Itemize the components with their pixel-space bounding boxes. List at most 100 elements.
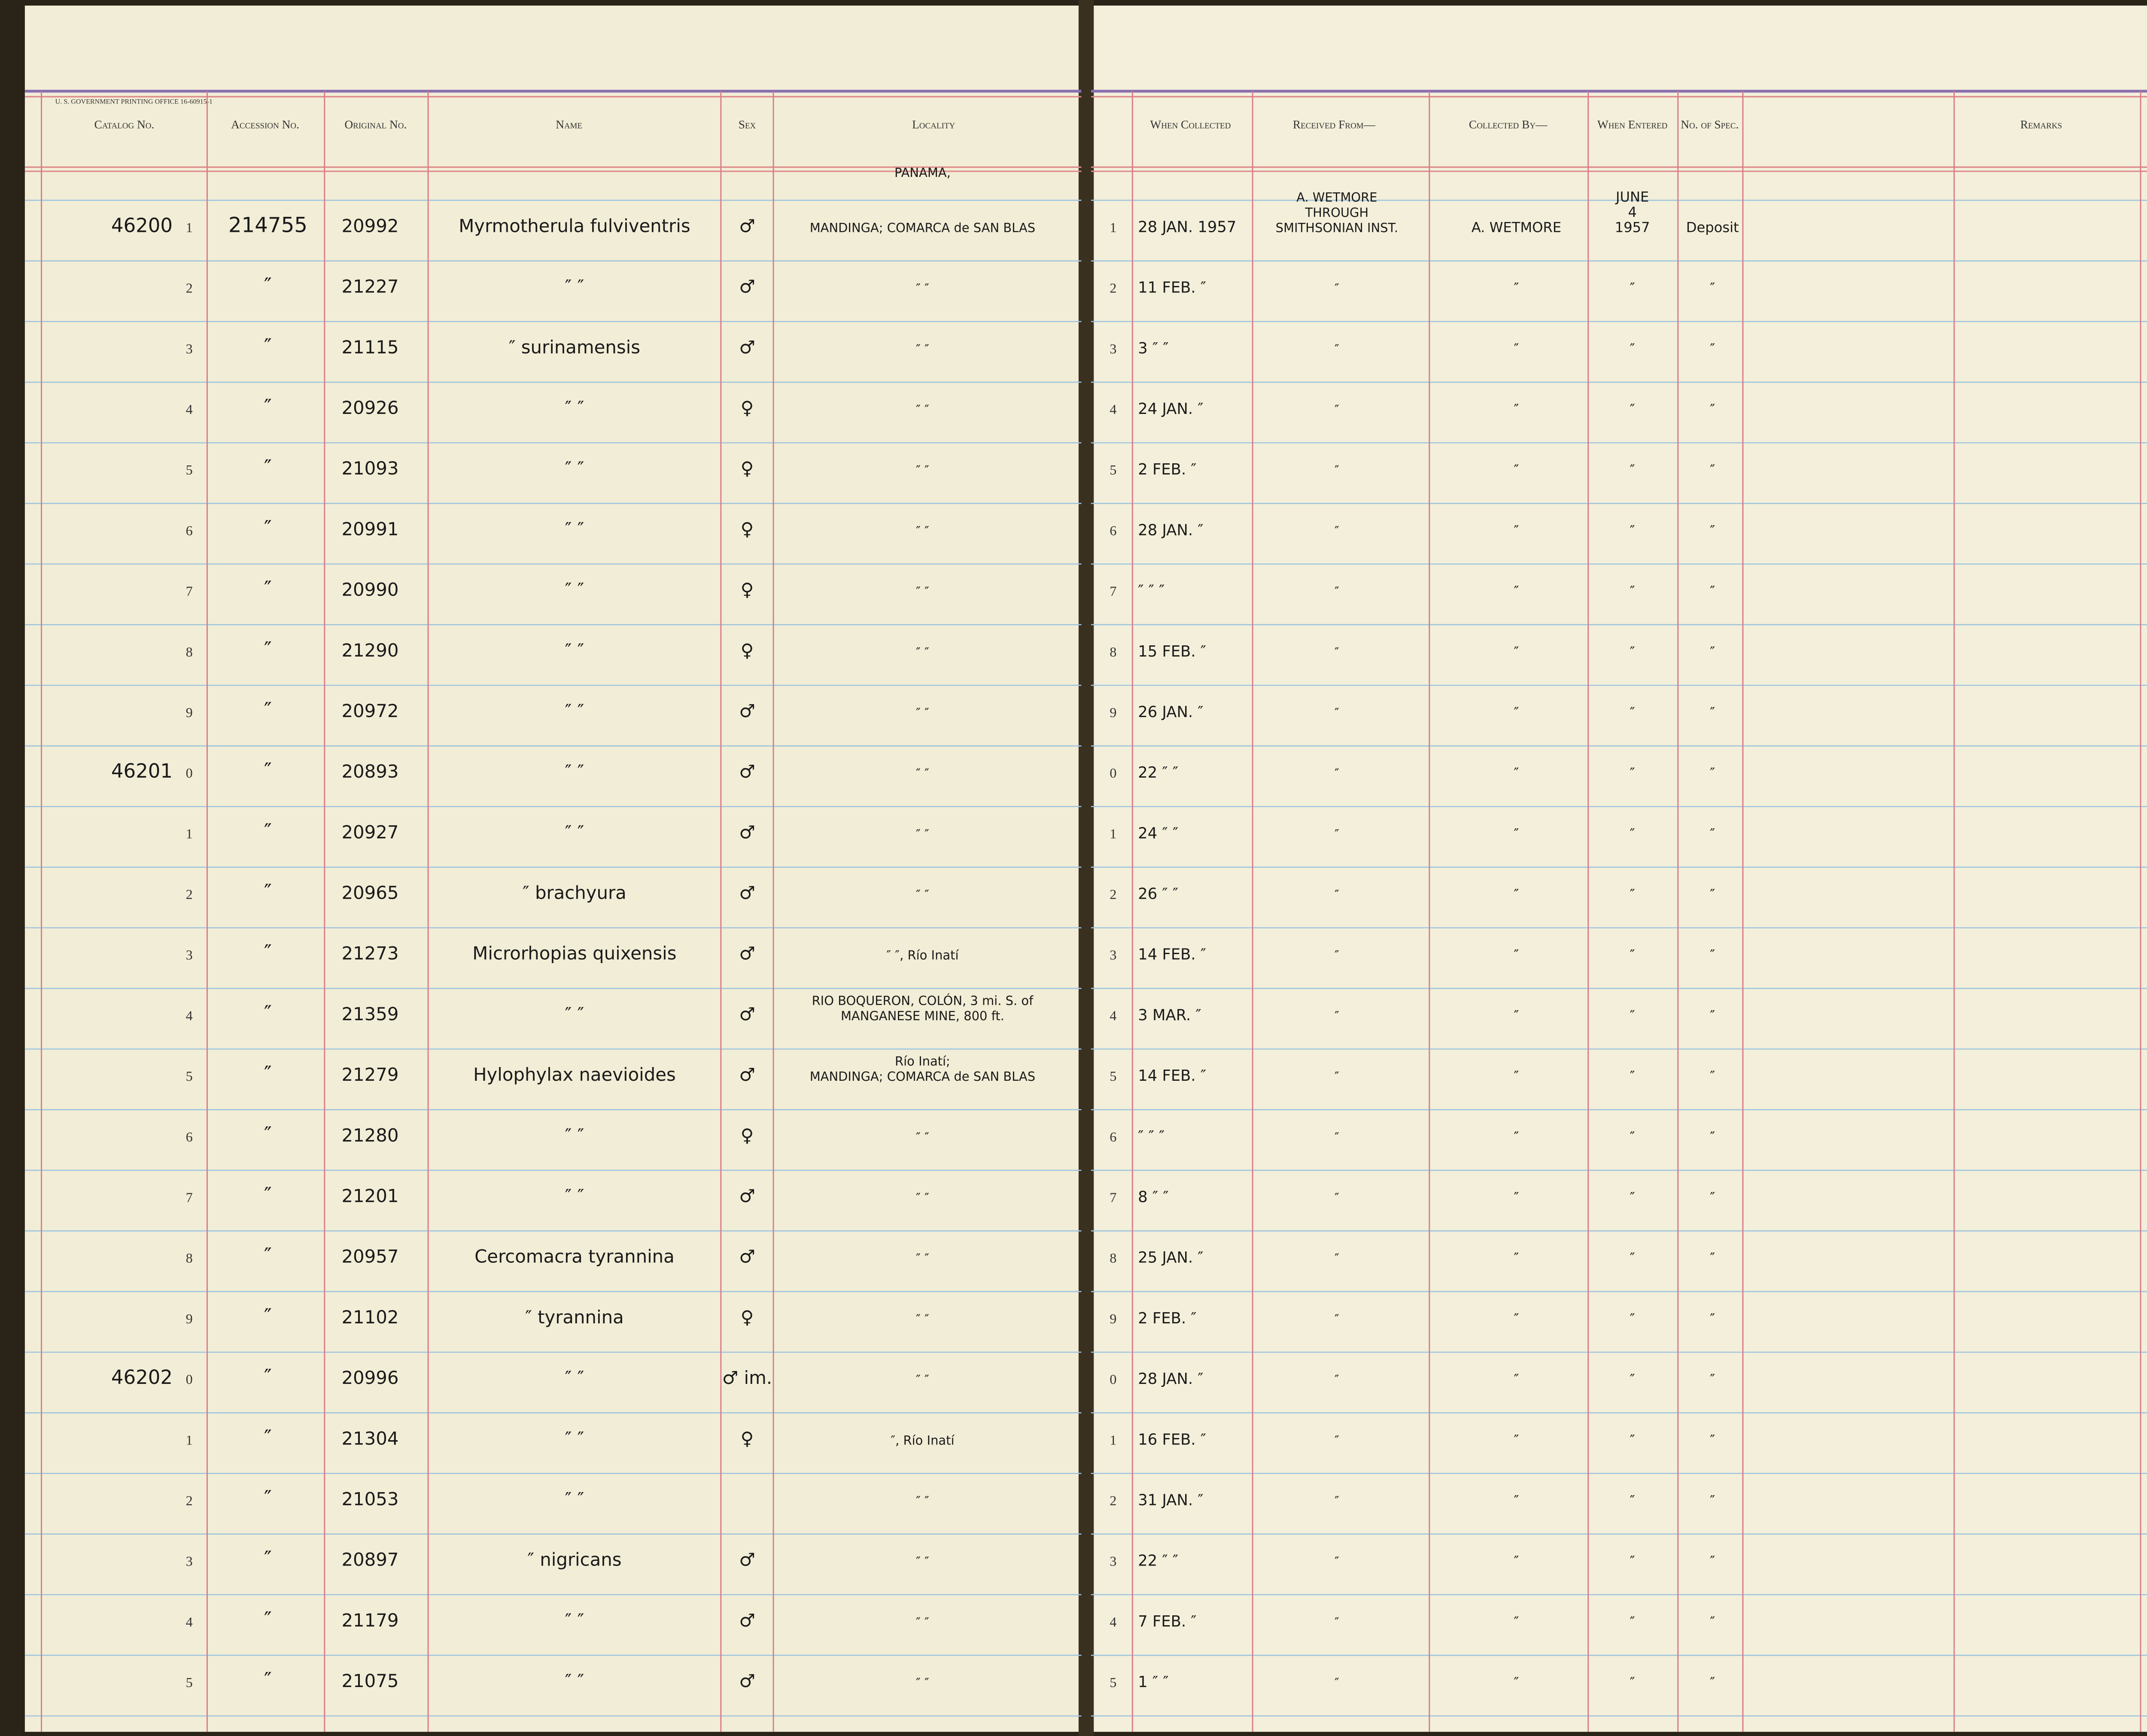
row-number: 4	[1110, 1614, 1116, 1630]
cell-locality: ″ ″	[916, 523, 929, 538]
row-number: 9	[186, 705, 193, 720]
row-number: 5	[186, 1675, 193, 1690]
cell-name: ″ ″	[565, 579, 584, 600]
cell-original: 20927	[341, 821, 398, 842]
cell-name: ″ ″	[565, 1428, 584, 1449]
cell-spec: ″	[1710, 1007, 1715, 1024]
cell-spec: ″	[1710, 401, 1715, 417]
cell-spec: ″	[1710, 765, 1715, 781]
cell-collected: ″	[1514, 462, 1519, 478]
cell-original: 21359	[341, 1003, 398, 1025]
cell-locality: ″ ″	[916, 645, 929, 660]
cell-entered: ″	[1630, 1250, 1635, 1266]
cell-received: ″	[1335, 827, 1339, 841]
cell-date: 28 JAN. ″	[1138, 1370, 1203, 1388]
cell-accession: ″	[264, 456, 272, 480]
cell-accession: ″	[264, 1304, 272, 1329]
cell-spec: ″	[1710, 644, 1715, 660]
cell-collected: ″	[1514, 1553, 1519, 1569]
cell-collected: ″	[1514, 341, 1519, 357]
column-header: Received From—	[1293, 118, 1376, 131]
cell-sex: ♂	[739, 1549, 755, 1570]
cell-locality: ″ ″	[916, 766, 929, 781]
cell-collected: ″	[1514, 1492, 1519, 1508]
row-number: 1	[186, 219, 193, 235]
cell-received: ″	[1335, 463, 1339, 477]
cell-collected: A. WETMORE	[1472, 219, 1561, 235]
cell-date: 3 ″ ″	[1138, 340, 1168, 357]
cell-accession: ″	[264, 1426, 272, 1450]
cell-locality: ″ ″	[916, 1554, 929, 1569]
cell-received: ″	[1335, 1554, 1339, 1569]
cell-original: 20992	[341, 215, 398, 236]
row-number: 7	[186, 584, 193, 599]
cell-date: 2 FEB. ″	[1138, 461, 1196, 478]
cell-catalog: 46201	[111, 760, 173, 782]
cell-received: ″	[1335, 584, 1339, 599]
cell-received: ″	[1335, 1312, 1339, 1326]
column-header: When Entered	[1597, 118, 1667, 131]
cell-received: ″	[1335, 342, 1339, 356]
cell-spec: ″	[1710, 341, 1715, 357]
cell-spec: ″	[1710, 1371, 1715, 1387]
row-number: 3	[1110, 1554, 1116, 1569]
cell-spec: ″	[1710, 1310, 1715, 1327]
row-number: 3	[186, 947, 193, 963]
row-number: 4	[186, 401, 193, 417]
cell-sex: ♂ im.	[722, 1367, 772, 1388]
cell-locality: Río Inatí;	[895, 1054, 950, 1069]
row-number: 9	[1110, 705, 1116, 720]
row-number: 8	[186, 1250, 193, 1266]
cell-locality: ″ ″	[916, 463, 929, 477]
cell-entered: 1957	[1615, 219, 1650, 235]
cell-name: ″ nigricans	[527, 1549, 621, 1570]
cell-spec: ″	[1710, 1432, 1715, 1448]
cell-sex: ♂	[739, 821, 755, 842]
cell-accession: ″	[264, 759, 272, 783]
cell-date: ″ ″ ″	[1138, 582, 1165, 600]
cell-original: 21179	[341, 1610, 398, 1631]
cell-name: ″ tyrannina	[525, 1307, 624, 1328]
cell-entered: ″	[1630, 704, 1635, 721]
cell-received: ″	[1335, 1615, 1339, 1630]
cell-date: 28 JAN. 1957	[1138, 218, 1236, 236]
cell-locality: ″ ″	[916, 584, 929, 599]
cell-locality: ″ ″	[916, 342, 929, 356]
cell-entered: ″	[1630, 1068, 1635, 1084]
cell-locality: ″ ″	[916, 1493, 929, 1508]
cell-entered: ″	[1630, 341, 1635, 357]
cell-spec: ″	[1710, 1553, 1715, 1569]
cell-sex: ♂	[739, 337, 755, 358]
cell-received: ″	[1335, 402, 1339, 417]
cell-collected: ″	[1514, 886, 1519, 903]
cell-accession: ″	[264, 274, 272, 298]
cell-sex: ♂	[739, 882, 755, 903]
cell-accession: 214755	[228, 213, 307, 237]
cell-entered: JUNE	[1615, 189, 1649, 205]
cell-original: 21201	[341, 1185, 398, 1206]
cell-entered: ″	[1630, 462, 1635, 478]
cell-name: ″ ″	[565, 761, 584, 782]
column-header: Locality	[912, 118, 955, 131]
cell-original: 21279	[341, 1064, 398, 1085]
cell-collected: ″	[1514, 1674, 1519, 1690]
cell-name: ″ ″	[565, 1610, 584, 1631]
cell-name: ″ ″	[565, 821, 584, 842]
cell-sex: ♀	[741, 1428, 754, 1449]
row-number: 2	[186, 1493, 193, 1508]
cell-date: 11 FEB. ″	[1138, 279, 1206, 297]
cell-locality: ″ ″, Río Inatí	[886, 948, 959, 963]
cell-collected: ″	[1514, 644, 1519, 660]
column-header: Catalog No.	[94, 118, 155, 131]
cell-name: ″ ″	[565, 640, 584, 661]
cell-entered: ″	[1630, 1674, 1635, 1690]
row-number: 1	[1110, 1432, 1116, 1447]
cell-original: 21280	[341, 1125, 398, 1146]
cell-locality: MANDINGA; COMARCA de SAN BLAS	[810, 1069, 1035, 1084]
cell-name: ″ ″	[565, 1367, 584, 1388]
cell-received: ″	[1335, 645, 1339, 660]
row-number: 4	[1110, 401, 1116, 417]
row-number: 2	[186, 280, 193, 296]
cell-received: ″	[1335, 281, 1339, 296]
cell-date: 26 JAN. ″	[1138, 703, 1203, 721]
